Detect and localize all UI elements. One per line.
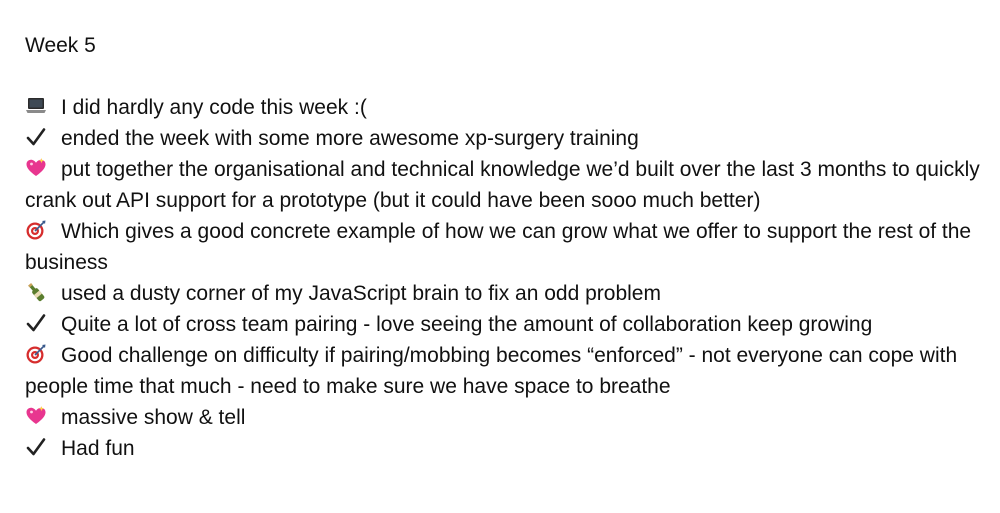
list-item: massive show & tell [25,402,985,433]
direct-hit-icon [25,343,47,365]
entry-text: Had fun [61,437,135,460]
entry-text: massive show & tell [61,406,246,429]
entry-text: Quite a lot of cross team pairing - love… [61,313,873,336]
sparkling-heart-icon [25,405,47,427]
blank-line [25,61,985,92]
entry-text: ended the week with some more awesome xp… [61,127,639,150]
entry-text: I did hardly any code this week :( [61,96,367,119]
list-item: Quite a lot of cross team pairing - love… [25,309,985,340]
list-item: used a dusty corner of my JavaScript bra… [25,278,985,309]
list-item: ended the week with some more awesome xp… [25,123,985,154]
entry-text: put together the organisational and tech… [25,158,980,212]
entry-text: used a dusty corner of my JavaScript bra… [61,282,661,305]
entry-text: Which gives a good concrete example of h… [25,220,972,274]
laptop-icon [25,95,47,117]
entry-text: Good challenge on difficulty if pairing/… [25,344,958,398]
list-item: put together the organisational and tech… [25,154,985,216]
check-mark-icon [25,312,47,334]
check-mark-icon [25,436,47,458]
sparkling-heart-icon [25,157,47,179]
document-title: Week 5 [25,34,96,57]
direct-hit-icon [25,219,47,241]
list-item: Which gives a good concrete example of h… [25,216,985,278]
list-item: Good challenge on difficulty if pairing/… [25,340,985,402]
document-body: Week 5 I did hardly any code this week :… [25,30,985,464]
list-item: Had fun [25,433,985,464]
bottle-icon [25,281,47,303]
list-item: I did hardly any code this week :( [25,92,985,123]
check-mark-icon [25,126,47,148]
